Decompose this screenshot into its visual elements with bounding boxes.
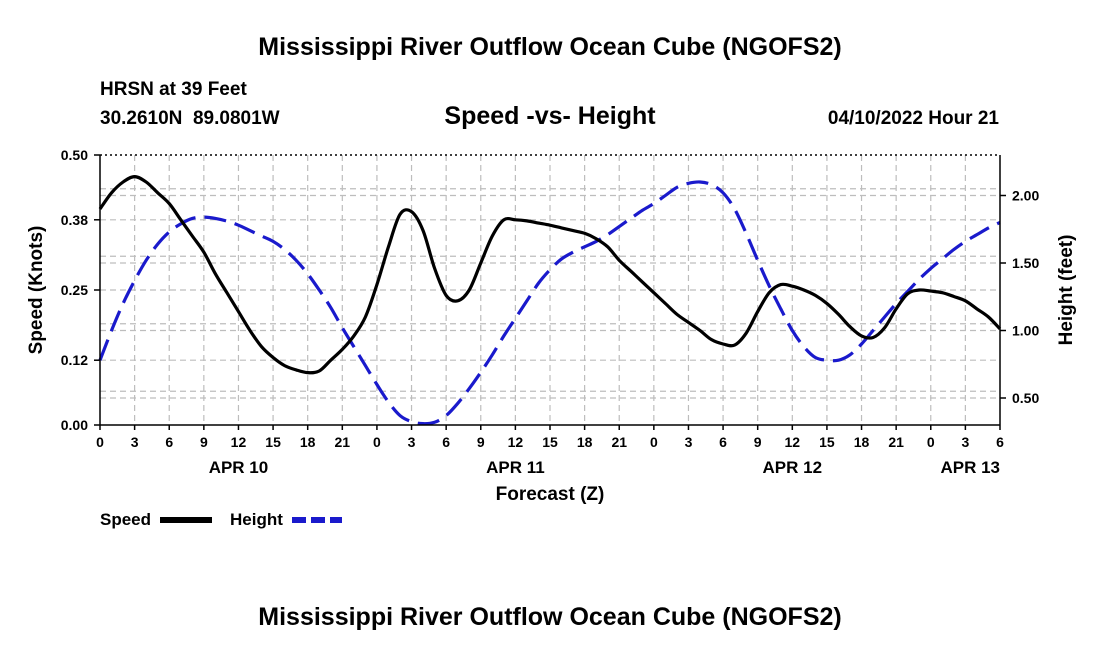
x-tick-label: 9: [200, 434, 208, 450]
y2-tick-label: 1.50: [1012, 255, 1039, 271]
series-layer: [98, 175, 1002, 426]
y-tick-label: 0.25: [61, 282, 88, 298]
legend-speed-label: Speed: [100, 510, 151, 529]
x-tick-label: 21: [888, 434, 904, 450]
x-tick-label: 21: [611, 434, 627, 450]
footer-title: Mississippi River Outflow Ocean Cube (NG…: [258, 603, 841, 631]
day-label: APR 12: [763, 458, 823, 477]
x-tick-label: 12: [231, 434, 247, 450]
y2-axis-label: Height (feet): [1056, 235, 1077, 346]
legend-height-label: Height: [230, 510, 283, 529]
day-label: APR 11: [486, 458, 545, 477]
x-tick-label: 15: [265, 434, 281, 450]
y-tick-label: 0.50: [61, 147, 88, 163]
x-tick-label: 0: [927, 434, 935, 450]
x-tick-label: 0: [650, 434, 658, 450]
x-tick-label: 18: [300, 434, 316, 450]
chart-title: Speed -vs- Height: [444, 102, 656, 130]
forecast-time: 04/10/2022 Hour 21: [828, 108, 1000, 129]
x-axis-label: Forecast (Z): [496, 484, 605, 505]
x-tick-label: 15: [542, 434, 558, 450]
x-tick-label: 6: [996, 434, 1004, 450]
grid: [100, 155, 1000, 425]
x-tick-label: 18: [577, 434, 593, 450]
day-label: APR 10: [209, 458, 269, 477]
x-tick-label: 3: [961, 434, 969, 450]
y-tick-label: 0.38: [61, 212, 88, 228]
station-name: HRSN at 39 Feet: [100, 79, 247, 100]
x-tick-label: 0: [373, 434, 381, 450]
speed-series-line: [98, 175, 1002, 375]
y-tick-label: 0.12: [61, 352, 88, 368]
x-tick-label: 15: [819, 434, 835, 450]
y2-tick-label: 0.50: [1012, 390, 1039, 406]
height-series-line: [98, 180, 1001, 426]
x-tick-label: 9: [477, 434, 485, 450]
x-tick-label: 6: [442, 434, 450, 450]
y2-tick-label: 2.00: [1012, 188, 1039, 204]
x-tick-label: 3: [131, 434, 139, 450]
y2-tick-label: 1.00: [1012, 323, 1039, 339]
x-tick-label: 3: [685, 434, 693, 450]
x-tick-label: 3: [408, 434, 416, 450]
axes: 0 3 6 9 12 15 18 21 0 3 6 9 12 15 18 21 0 3 6 9 12 15 18 21 0 3 6 A…: [61, 147, 1040, 477]
y-axis-label: Speed (Knots): [26, 226, 47, 355]
y-tick-label: 0.00: [61, 417, 88, 433]
x-tick-label: 18: [854, 434, 870, 450]
x-tick-label: 0: [96, 434, 104, 450]
x-tick-label: 9: [754, 434, 762, 450]
day-label: APR 13: [940, 458, 1000, 477]
x-tick-label: 12: [785, 434, 801, 450]
x-tick-label: 21: [335, 434, 351, 450]
x-tick-label: 12: [508, 434, 524, 450]
x-tick-label: 6: [165, 434, 173, 450]
legend: Speed Height: [100, 510, 342, 529]
station-coords: 30.2610N 89.0801W: [100, 108, 280, 129]
x-tick-label: 6: [719, 434, 727, 450]
main-title: Mississippi River Outflow Ocean Cube (NG…: [258, 33, 841, 61]
